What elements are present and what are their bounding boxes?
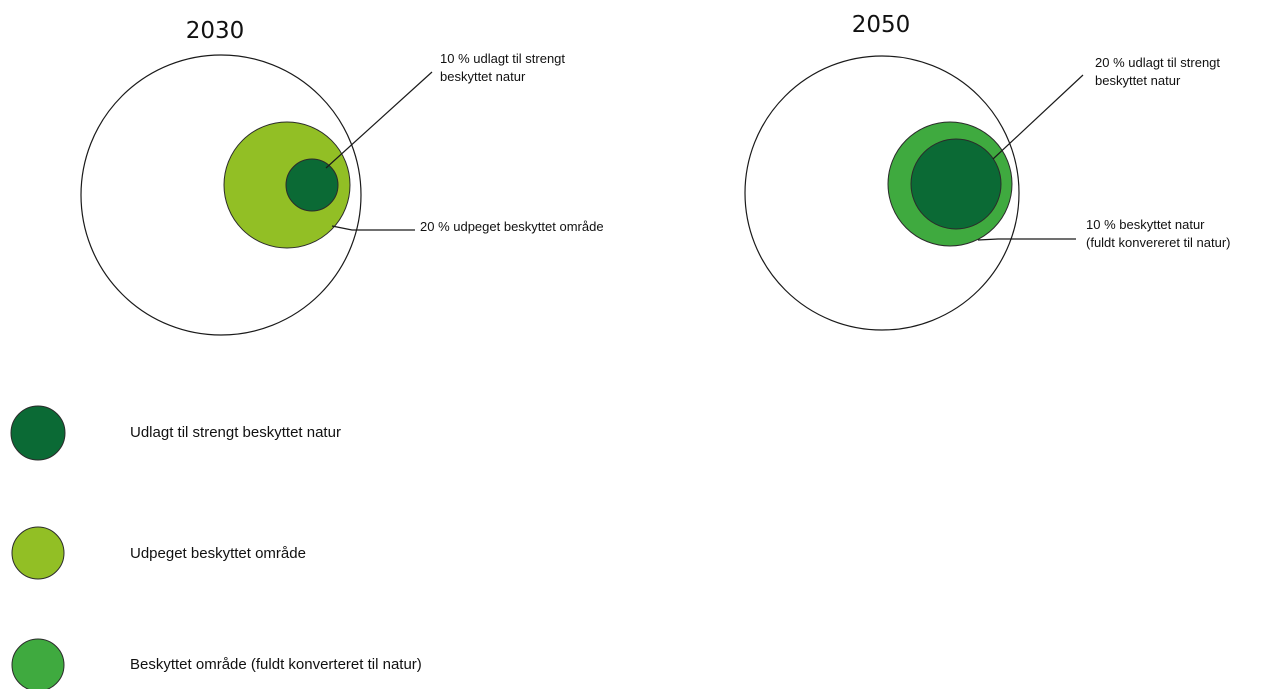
panel-2050-converted-area-callout: 10 % beskyttet natur (fuldt konvereret t… [1086,217,1231,250]
panel-2050-strict-nature-leader-line [992,74,1084,160]
panel-2030-strict-nature-callout-line2: beskyttet natur [440,69,526,84]
panel-2030-strict-nature-callout: 10 % udlagt til strengt beskyttet natur [440,51,569,84]
panel-2030-designated-area-leader-line [331,225,415,231]
panel-2050-converted-area-callout-line2: (fuldt konvereret til natur) [1086,235,1231,250]
panel-2030-strict-nature-circle [285,158,339,212]
panel-2030-designated-area-callout: 20 % udpeget beskyttet område [420,219,604,234]
legend-item-designated-area: Udpeget beskyttet område [11,526,306,580]
legend-swatch-converted-area [11,638,65,689]
legend-label-strict-nature: Udlagt til strengt beskyttet natur [130,424,341,441]
panel-2030-designated-area-callout-line1: 20 % udpeget beskyttet område [420,219,604,234]
panel-2050: 2050 20 % udlagt til strengt beskyttet n… [744,12,1231,331]
legend-label-converted-area: Beskyttet område (fuldt konverteret til … [130,656,422,673]
panel-2030-total-area-circle [80,54,362,336]
panel-2030-strict-nature-callout-line1: 10 % udlagt til strengt [440,51,565,66]
panel-2050-strict-nature-callout: 20 % udlagt til strengt beskyttet natur [1095,55,1224,88]
panel-2050-strict-nature-circle [910,138,1002,230]
legend-item-converted-area: Beskyttet område (fuldt konverteret til … [11,638,422,689]
panel-2050-total-area-circle [744,55,1020,331]
panel-2050-strict-nature-callout-line1: 20 % udlagt til strengt [1095,55,1220,70]
legend-swatch-strict-nature [10,405,66,461]
legend-label-designated-area: Udpeget beskyttet område [130,545,306,562]
panel-2050-strict-nature-callout-line2: beskyttet natur [1095,73,1181,88]
panel-2050-converted-area-callout-line1: 10 % beskyttet natur [1086,217,1205,232]
panel-2050-converted-area-leader-line [977,238,1076,241]
legend-swatch-designated-area [11,526,65,580]
legend-item-strict-nature: Udlagt til strengt beskyttet natur [10,405,341,461]
panel-2030: 2030 10 % udlagt til strengt beskyttet n… [80,18,604,336]
panel-2030-strict-nature-leader-line [325,71,433,169]
legend: Udlagt til strengt beskyttet natur Udpeg… [10,405,422,689]
panel-2030-title: 2030 [186,18,245,44]
panel-2050-title: 2050 [852,12,911,38]
